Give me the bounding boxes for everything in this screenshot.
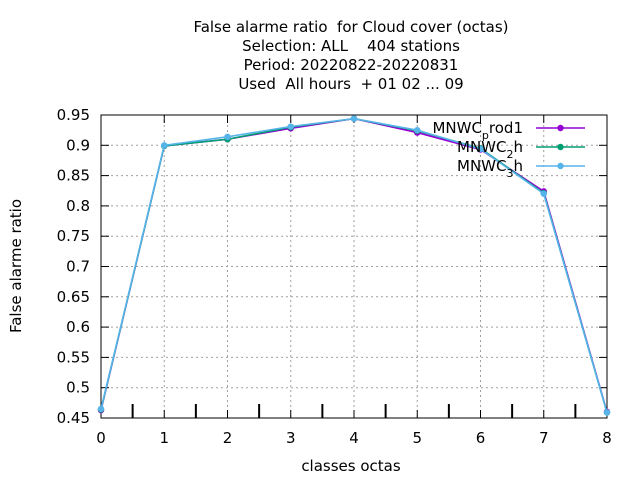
data-point xyxy=(414,126,421,134)
y-tick-label: 0.8 xyxy=(66,197,90,215)
x-tick-label: 7 xyxy=(539,429,549,447)
x-axis-label: classes octas xyxy=(301,457,401,475)
legend-marker xyxy=(557,143,564,151)
title-line-3: Period: 20220822-20220831 xyxy=(243,56,459,74)
data-point xyxy=(603,409,611,416)
y-tick-label: 0.55 xyxy=(57,348,90,366)
x-tick-label: 6 xyxy=(476,429,486,447)
y-tick-label: 0.65 xyxy=(57,288,90,306)
x-tick-label: 2 xyxy=(223,429,233,447)
x-tick-label: 3 xyxy=(286,429,296,447)
y-tick-label: 0.45 xyxy=(57,409,90,427)
y-tick-label: 0.5 xyxy=(66,379,90,397)
legend-marker xyxy=(557,162,564,170)
legend-label: MNWC3h xyxy=(457,157,523,180)
data-point xyxy=(350,115,358,122)
y-tick-label: 0.75 xyxy=(57,227,90,245)
data-point xyxy=(287,123,294,130)
y-tick-label: 0.9 xyxy=(66,136,90,154)
data-point xyxy=(477,145,484,153)
data-point xyxy=(97,405,105,413)
data-point xyxy=(224,133,231,141)
legend-marker xyxy=(557,124,564,132)
data-point xyxy=(161,142,168,149)
legend-label: MNWCprod1 xyxy=(432,119,523,142)
x-tick-label: 4 xyxy=(349,429,359,447)
x-tick-label: 1 xyxy=(159,429,169,447)
y-tick-label: 0.6 xyxy=(66,318,90,336)
x-tick-label: 0 xyxy=(96,429,106,447)
y-tick-label: 0.95 xyxy=(57,106,90,124)
title-line-2: Selection: ALL 404 stations xyxy=(242,37,460,55)
title-line-4: Used All hours + 01 02 ... 09 xyxy=(238,75,464,93)
y-tick-label: 0.85 xyxy=(57,167,90,185)
x-tick-label: 8 xyxy=(602,429,612,447)
title-line-1: False alarme ratio for Cloud cover (octa… xyxy=(193,18,509,36)
x-tick-label: 5 xyxy=(412,429,422,447)
y-tick-label: 0.7 xyxy=(66,258,90,276)
legend-label: MNWC2h xyxy=(457,138,523,161)
data-point xyxy=(540,190,547,197)
